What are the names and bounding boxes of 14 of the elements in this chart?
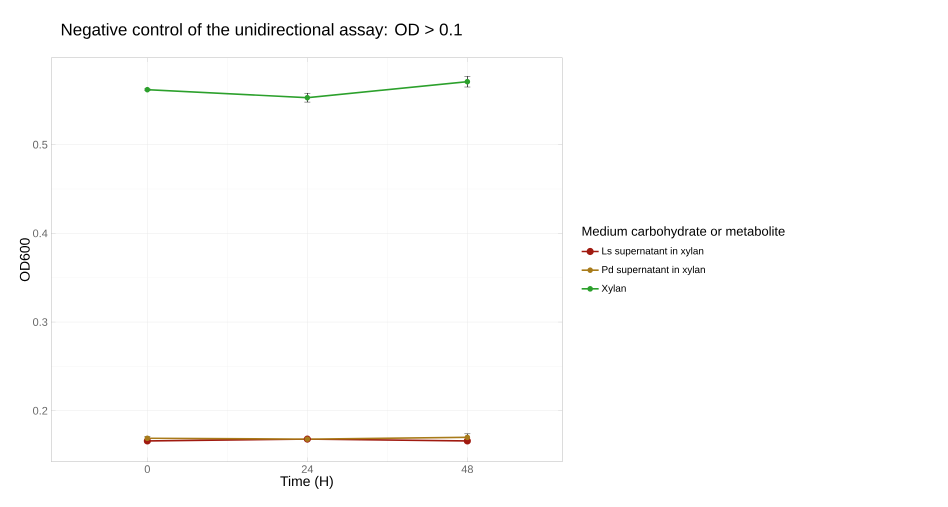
legend-label: Pd supernatant in xylan (602, 266, 705, 276)
y-tick-label: 0.3 (33, 318, 48, 326)
y-tick-label: 0.5 (33, 140, 48, 149)
x-tick-label: 24 (302, 465, 314, 473)
chart-title: Negative control of the unidirectional assay: OD > 0.1 (62, 23, 462, 39)
legend-label: Ls supernatant in xylan (602, 247, 704, 256)
y-tick-label: 0.2 (33, 406, 48, 415)
y-tick-label: 0.4 (33, 229, 48, 238)
x-tick-label: 48 (462, 465, 473, 474)
x-axis-title: Time (H) (280, 476, 333, 489)
legend-title: Medium carbohydrate or metabolite (582, 226, 785, 238)
y-axis-title: OD600 (20, 238, 30, 282)
x-tick-label: 0 (144, 465, 150, 474)
legend-label: Xylan (602, 284, 626, 294)
